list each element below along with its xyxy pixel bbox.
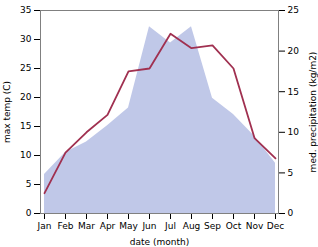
svg-text:0: 0	[288, 208, 294, 218]
svg-text:Aug: Aug	[183, 221, 201, 231]
svg-text:0: 0	[26, 208, 32, 218]
svg-text:Dec: Dec	[267, 221, 284, 231]
svg-text:date (month): date (month)	[130, 237, 189, 247]
svg-text:Oct: Oct	[226, 221, 242, 231]
svg-text:Jun: Jun	[141, 221, 156, 231]
svg-text:10: 10	[20, 150, 32, 160]
svg-text:Mar: Mar	[78, 221, 95, 231]
svg-text:med. precipitation (kg/m2): med. precipitation (kg/m2)	[308, 52, 318, 173]
svg-text:Apr: Apr	[100, 221, 116, 231]
svg-text:25: 25	[20, 63, 31, 73]
svg-text:max temp (C): max temp (C)	[2, 81, 12, 143]
svg-text:10: 10	[288, 127, 300, 137]
svg-text:15: 15	[288, 87, 299, 97]
svg-text:May: May	[119, 221, 138, 231]
svg-text:Feb: Feb	[58, 221, 74, 231]
svg-text:Jan: Jan	[37, 221, 52, 231]
svg-text:35: 35	[20, 5, 31, 15]
svg-text:20: 20	[288, 46, 300, 56]
svg-text:20: 20	[20, 92, 32, 102]
svg-text:5: 5	[288, 168, 294, 178]
svg-text:15: 15	[20, 121, 31, 131]
svg-text:Nov: Nov	[246, 221, 264, 231]
svg-text:5: 5	[26, 179, 32, 189]
svg-text:25: 25	[288, 5, 299, 15]
svg-text:Sep: Sep	[204, 221, 221, 231]
svg-text:30: 30	[20, 34, 32, 44]
svg-text:Jul: Jul	[164, 221, 176, 231]
